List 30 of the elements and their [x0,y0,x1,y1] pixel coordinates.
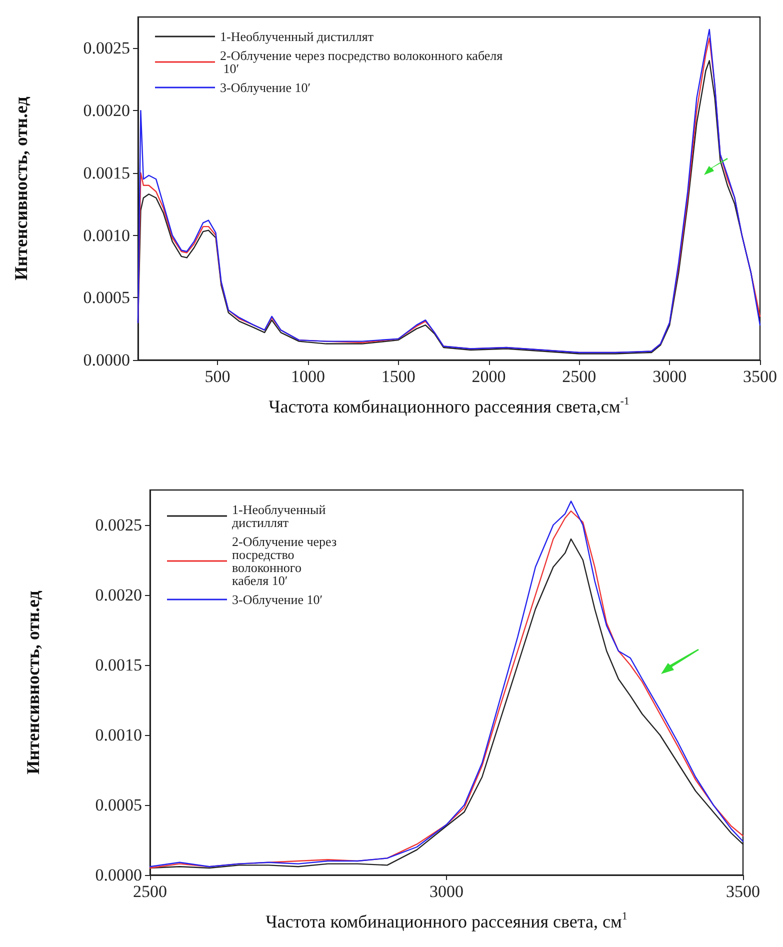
x-tick-label: 2000 [472,367,506,386]
y-tick-label: 0.0000 [95,866,142,884]
y-tick-label: 0.0025 [95,516,142,534]
x-tick-label: 1500 [381,367,416,386]
legend-label: 3-Облучение 10′ [232,592,323,607]
legend-label: 2-Облучение через посредство волоконного кабеля 10′ [220,48,503,76]
legend-label: 3-Облучение 10′ [220,80,311,95]
x-tick-label: 3500 [743,367,777,386]
x-tick-label: 2500 [133,882,167,901]
y-axis-title: Интенсивность, отн.ед [23,590,43,774]
x-tick-label: 3000 [430,882,464,901]
y-tick-label: 0.0025 [83,38,130,58]
y-tick-label: 0.0010 [83,226,130,245]
x-tick-label: 3000 [652,367,687,386]
x-tick-label: 2500 [562,367,596,386]
y-tick-label: 0.0015 [95,656,142,674]
y-tick-label: 0.0005 [95,796,142,814]
x-tick-label: 500 [204,367,230,386]
y-tick-label: 0.0010 [95,726,142,744]
y-tick-label: 0.0000 [83,350,130,370]
x-tick-label: 3500 [726,882,760,901]
y-tick-label: 0.0020 [95,586,142,604]
y-tick-label: 0.0015 [83,163,130,182]
legend-label: 1-Необлученный дистиллят [220,29,374,44]
y-tick-label: 0.0020 [83,101,130,120]
y-axis-title: Интенсивность, отн.ед [11,96,31,280]
legend-label: 1-Необлученный дистиллят [232,502,329,530]
x-tick-label: 1000 [290,367,325,386]
legend-label: 2-Облучение через посредство волоконного кабеля 10′ [232,534,340,588]
y-tick-label: 0.0005 [83,288,130,308]
